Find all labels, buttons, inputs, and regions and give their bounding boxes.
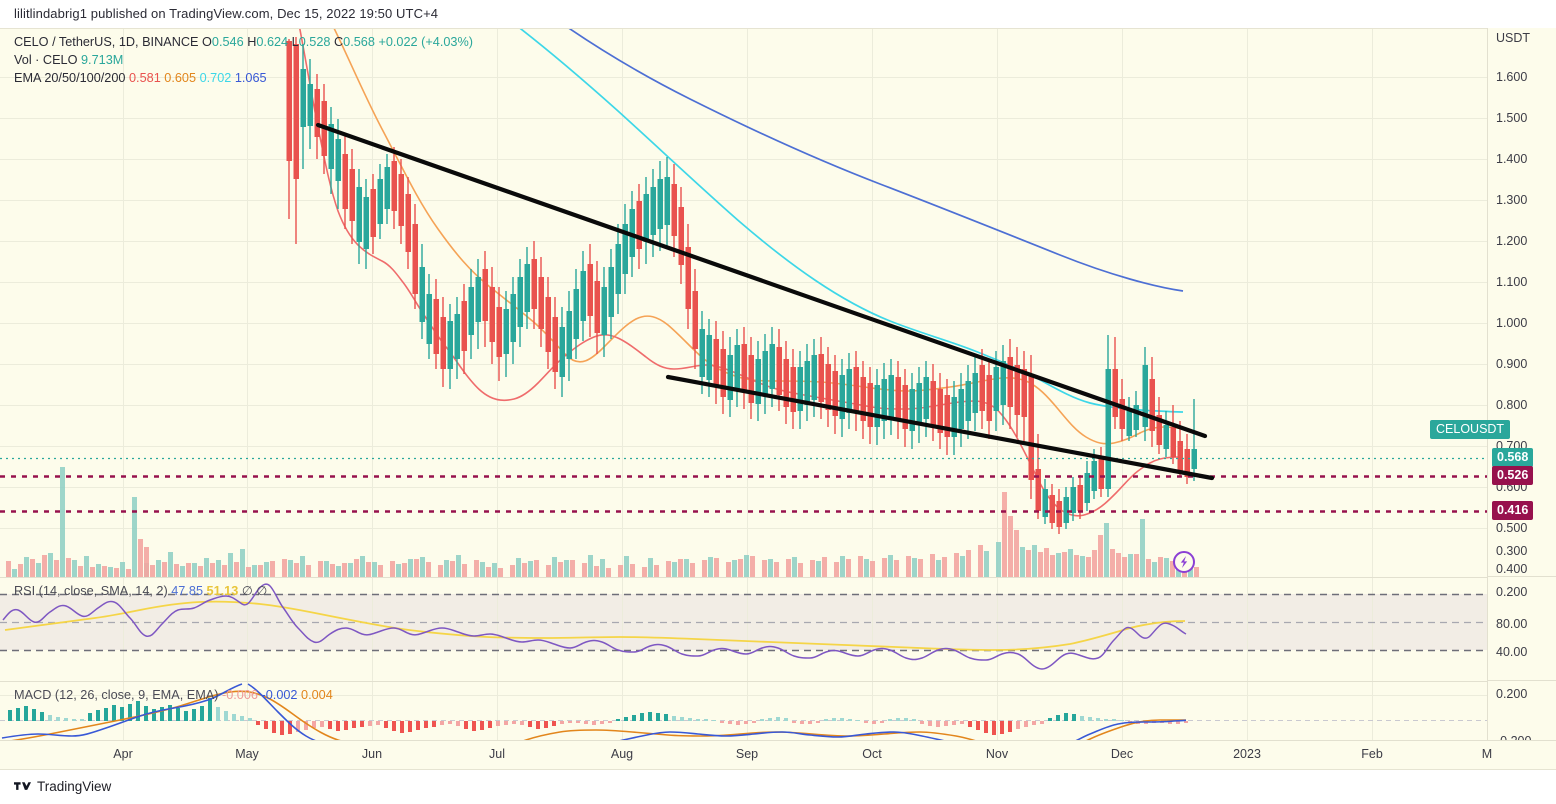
- ohlc-low-value: 0.528: [298, 35, 331, 49]
- rsi-legend: RSI (14, close, SMA, 14, 2) 47.85 51.13 …: [14, 583, 267, 598]
- time-label-mar: M: [1481, 747, 1493, 761]
- price-tick-0400: 0.400: [1496, 562, 1528, 576]
- candlesticks[interactable]: [286, 37, 1198, 534]
- time-label-apr: Apr: [113, 747, 133, 761]
- ohlc-open-value: 0.546: [211, 35, 244, 49]
- rsi-bb-lower: ∅: [256, 584, 268, 598]
- lightning-icon[interactable]: [1173, 551, 1195, 573]
- price-tick-1600: 1.600: [1496, 70, 1528, 84]
- macd-histogram-value: -0.006: [222, 688, 258, 702]
- ema-legend: EMA 20/50/100/200 0.581 0.605 0.702 1.06…: [14, 71, 267, 85]
- price-tick-1100: 1.100: [1496, 275, 1528, 289]
- volume-bars: [6, 467, 1199, 577]
- time-label-jun: Jun: [361, 747, 383, 761]
- macd-legend: MACD (12, 26, close, 9, EMA, EMA) -0.006…: [14, 688, 333, 702]
- price-plot[interactable]: [0, 29, 1487, 577]
- rsi-value: 47.85: [171, 584, 203, 598]
- price-change-percent: (+4.03%): [421, 35, 473, 49]
- ema100-value: 0.702: [199, 71, 232, 85]
- macd-title: MACD (12, 26, close, 9, EMA, EMA): [14, 688, 219, 702]
- price-tick-0200: 0.200: [1496, 585, 1528, 599]
- time-scale[interactable]: Apr May Jun Jul Aug Sep Oct Nov Dec 2023…: [0, 740, 1556, 770]
- rsi-tick-80: 80.00: [1496, 617, 1528, 631]
- support-trendline[interactable]: [665, 374, 1215, 481]
- ohlc-low-label: L: [291, 35, 299, 49]
- scale-unit: USDT: [1496, 31, 1531, 45]
- symbol-price-tag[interactable]: CELOUSDT: [1430, 420, 1511, 439]
- ema50-value: 0.605: [164, 71, 197, 85]
- time-label-may: May: [235, 747, 259, 761]
- volume-legend: Vol · CELO 9.713M: [14, 53, 123, 67]
- ohlc-close-label: C: [333, 35, 344, 49]
- macd-signal-value: 0.004: [301, 688, 333, 702]
- ema20-value: 0.581: [129, 71, 161, 85]
- horizontal-gridlines: [0, 77, 1487, 529]
- macd-plot[interactable]: [0, 682, 1487, 760]
- volume-label: Vol · CELO: [14, 53, 78, 67]
- rsi-svg: [0, 578, 1487, 682]
- volume-value: 9.713M: [81, 53, 124, 67]
- tradingview-logo-icon: [14, 781, 31, 790]
- price-svg: [0, 29, 1487, 577]
- time-label-oct: Oct: [862, 747, 882, 761]
- rsi-bb-upper: ∅: [241, 584, 253, 598]
- price-tick-1000: 1.000: [1496, 316, 1528, 330]
- macd-tick-pos: 0.200: [1496, 687, 1528, 701]
- price-tick-1300: 1.300: [1496, 193, 1528, 207]
- ohlc-open-label: O: [202, 35, 212, 49]
- ema200-line: [568, 29, 1184, 292]
- time-label-jul: Jul: [489, 747, 505, 761]
- price-change: +0.022: [378, 35, 418, 49]
- time-label-feb: Feb: [1361, 747, 1383, 761]
- tradingview-logo-text: TradingView: [37, 779, 112, 794]
- ohlc-high-value: 0.624: [256, 35, 289, 49]
- time-label-dec: Dec: [1110, 747, 1134, 761]
- resistance-trendline[interactable]: [315, 122, 1208, 439]
- rsi-line: [2, 583, 1187, 670]
- ema-label: EMA 20/50/100/200: [14, 71, 126, 85]
- tradingview-logo[interactable]: TradingView: [14, 779, 111, 794]
- price-tick-1200: 1.200: [1496, 234, 1528, 248]
- price-tick-0800: 0.800: [1496, 398, 1528, 412]
- ohlc-high-label: H: [247, 35, 257, 49]
- live-price-tag[interactable]: 0.568: [1492, 448, 1534, 467]
- macd-histogram: [8, 698, 1188, 735]
- price-tick-0900: 0.900: [1496, 357, 1528, 371]
- rsi-plot[interactable]: [0, 578, 1487, 682]
- level-tag-0416[interactable]: 0.416: [1492, 501, 1534, 520]
- rsi-sma-value: 51.13: [206, 584, 239, 598]
- chart-frame: CELO / TetherUS, 1D, BINANCE O0.546 H0.6…: [0, 28, 1556, 760]
- rsi-sma-line: [4, 600, 1186, 651]
- price-tick-1400: 1.400: [1496, 152, 1528, 166]
- price-scale[interactable]: USDT 1.600 1.500 1.400 1.300 1.200 1.100…: [1487, 28, 1556, 748]
- time-label-2023: 2023: [1233, 747, 1261, 761]
- level-tag-0526[interactable]: 0.526: [1492, 466, 1534, 485]
- rsi-pane[interactable]: RSI (14, close, SMA, 14, 2) 47.85 51.13 …: [0, 577, 1556, 682]
- price-tick-1500: 1.500: [1496, 111, 1528, 125]
- macd-value: -0.002: [261, 688, 298, 702]
- rsi-title: RSI (14, close, SMA, 14, 2): [14, 584, 168, 598]
- symbol-title: CELO / TetherUS, 1D, BINANCE: [14, 35, 199, 49]
- symbol-legend: CELO / TetherUS, 1D, BINANCE O0.546 H0.6…: [14, 35, 473, 49]
- ohlc-close-value: 0.568: [343, 35, 375, 49]
- time-label-sep: Sep: [735, 747, 759, 761]
- publisher-byline: lilitlindabrig1 published on TradingView…: [14, 6, 439, 21]
- macd-svg: [0, 682, 1487, 760]
- price-tick-0300: 0.300: [1496, 544, 1528, 558]
- time-label-nov: Nov: [985, 747, 1009, 761]
- ema200-value: 1.065: [234, 71, 267, 85]
- price-tick-0500: 0.500: [1496, 521, 1528, 535]
- vertical-gridlines: [123, 29, 1373, 577]
- rsi-tick-40: 40.00: [1496, 645, 1528, 659]
- ema100-line: [519, 29, 1184, 413]
- price-pane[interactable]: CELO / TetherUS, 1D, BINANCE O0.546 H0.6…: [0, 29, 1556, 577]
- time-label-aug: Aug: [610, 747, 634, 761]
